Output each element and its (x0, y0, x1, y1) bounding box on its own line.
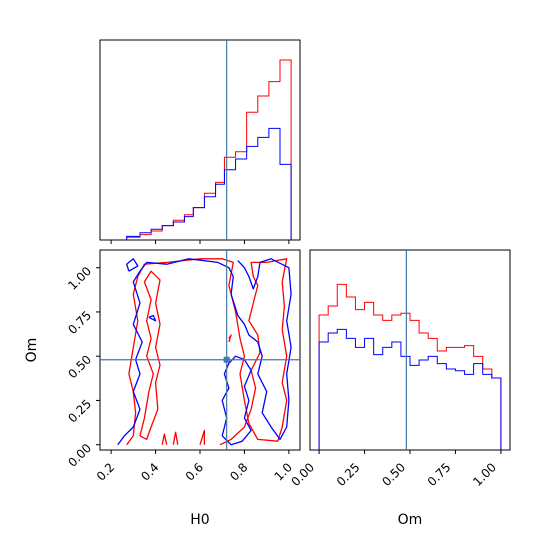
x-tick-label: 0.4 (138, 460, 161, 483)
red-histogram-line (318, 283, 502, 450)
contour-truth-marker (223, 356, 230, 363)
h0-histogram-frame (99, 39, 301, 241)
x-tick-label: 0.2 (94, 460, 117, 483)
contour-y-ticks: 0.00 0.25 0.50 0.75 1.00 (65, 264, 100, 470)
om-histogram-panel: 0.00 0.25 0.50 0.75 1.00 (288, 249, 511, 489)
contour-frame (99, 249, 301, 451)
blue-contour-line (221, 355, 252, 446)
red-contour-line (228, 334, 232, 343)
tick-label: 1.00 (470, 460, 499, 489)
om-histogram-series (318, 283, 502, 450)
x-tick-label: 0.8 (227, 460, 250, 483)
contour-series (117, 258, 292, 446)
x-axis-label-om: Om (398, 512, 423, 528)
blue-contour-line (148, 314, 157, 322)
red-histogram-line (126, 59, 292, 240)
y-tick-label: 0.00 (65, 441, 94, 470)
y-axis-label-om: Om (24, 338, 40, 363)
blue-contour-line (126, 258, 139, 272)
h0-histogram-ticks (110, 240, 290, 244)
h0-histogram-panel (99, 39, 301, 244)
red-contour-line (199, 429, 206, 445)
om-histogram-frame (309, 249, 511, 451)
y-tick-label: 0.25 (65, 397, 94, 426)
blue-histogram-line (318, 328, 502, 450)
om-histogram-ticks: 0.00 0.25 0.50 0.75 1.00 (288, 450, 502, 489)
red-contour-line (172, 431, 179, 445)
x-axis-label-h0: H0 (190, 512, 209, 528)
blue-histogram-line (126, 127, 292, 240)
y-tick-label: 0.50 (65, 352, 94, 381)
red-contour-line (161, 433, 168, 445)
blue-contour-line (117, 258, 292, 446)
h0-histogram-series (126, 59, 292, 240)
contour-x-ticks: 0.2 0.4 0.6 0.8 1.0 (94, 450, 295, 484)
y-tick-label: 1.00 (65, 264, 94, 293)
x-tick-label: 0.6 (183, 460, 206, 483)
tick-label: 0.00 (288, 460, 317, 489)
tick-label: 0.25 (334, 460, 363, 489)
red-contour-line (126, 258, 288, 446)
red-contour-line (139, 270, 161, 441)
tick-label: 0.75 (425, 460, 454, 489)
tick-label: 0.50 (379, 460, 408, 489)
h0-om-contour-panel: 0.2 0.4 0.6 0.8 1.0 0.000.250.500.751.00 (65, 249, 301, 484)
y-tick-label: 0.75 (65, 308, 94, 337)
